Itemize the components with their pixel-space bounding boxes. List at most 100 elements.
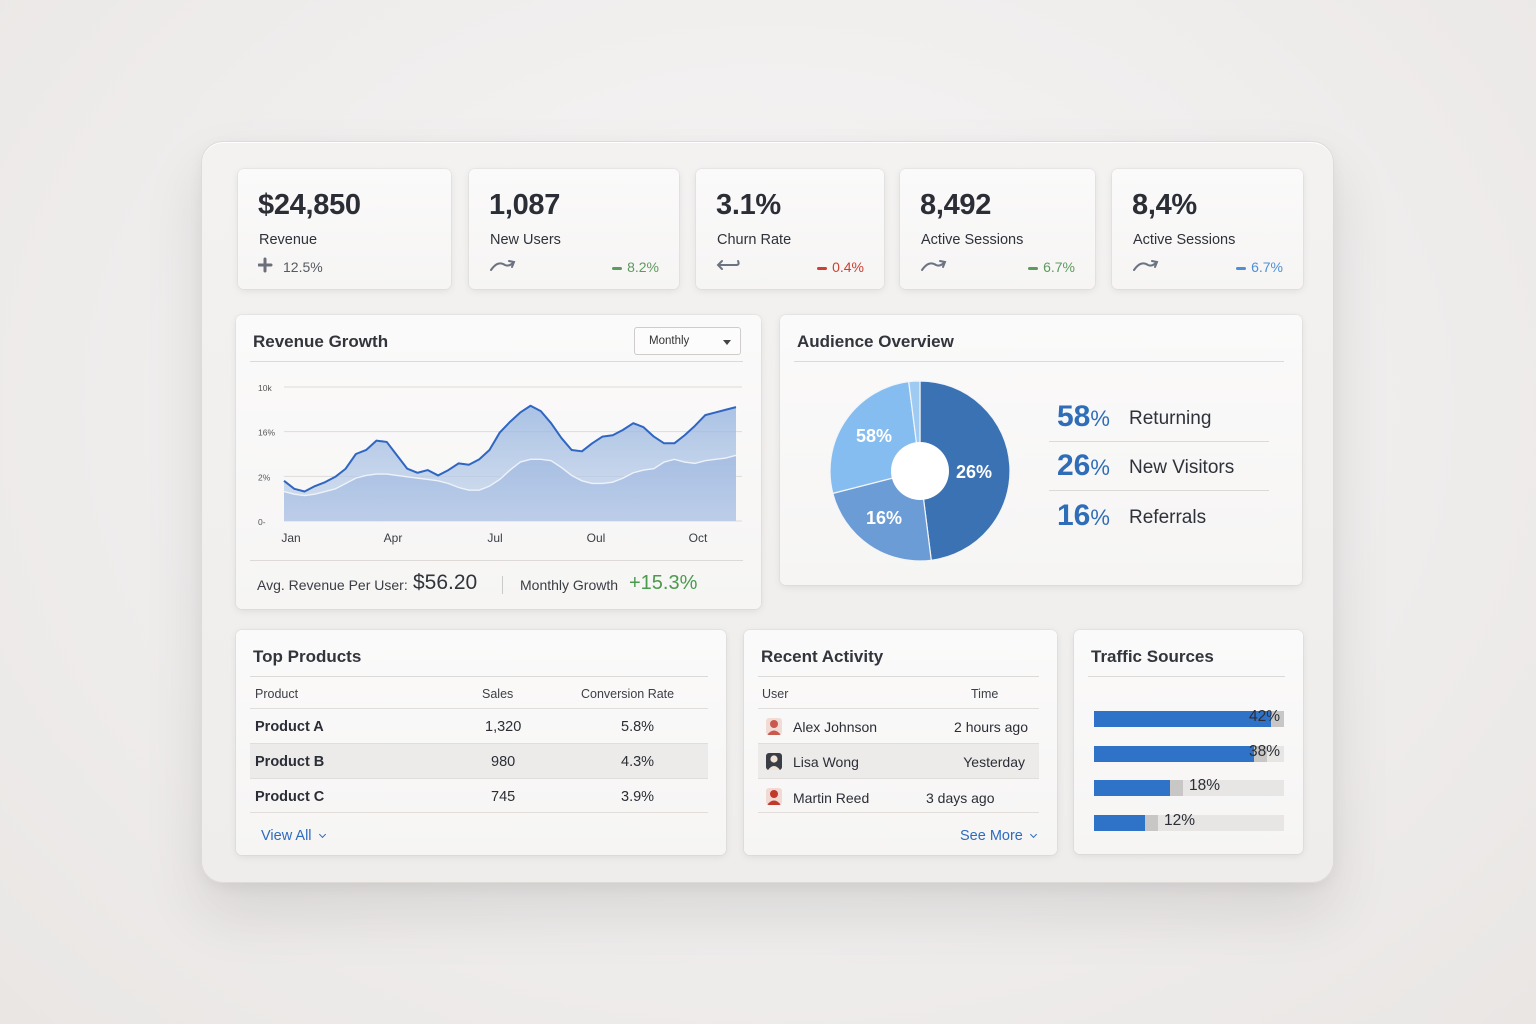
y-tick-label: 10k bbox=[258, 383, 272, 393]
traffic-bar-fill bbox=[1094, 711, 1271, 727]
kpi-card-churn-rate[interactable]: 3.1% Churn Rate 0.4% bbox=[696, 169, 884, 289]
product-name: Product A bbox=[255, 719, 324, 735]
column-header-product: Product bbox=[255, 687, 299, 701]
x-tick-label: Jan bbox=[281, 531, 300, 545]
table-row[interactable]: Product B 980 4.3% bbox=[250, 743, 708, 778]
baseline-line bbox=[283, 454, 737, 497]
delta-dash-icon bbox=[1028, 266, 1039, 270]
traffic-bar bbox=[1094, 746, 1284, 762]
delta-dash-icon bbox=[1236, 266, 1247, 270]
kpi-card-new-users[interactable]: 1,087 New Users 8.2% bbox=[469, 169, 679, 289]
kpi-label: New Users bbox=[490, 232, 561, 248]
baseline-area bbox=[284, 455, 736, 521]
legend-pct: 26% bbox=[1057, 449, 1110, 483]
legend-label: Returning bbox=[1129, 408, 1212, 429]
legend-pct-number: 58 bbox=[1057, 400, 1091, 433]
kpi-card-active-sessions-rate[interactable]: 8,4% Active Sessions 6.7% bbox=[1112, 169, 1303, 289]
monthly-growth-value: +15.3% bbox=[629, 572, 698, 594]
kpi-label: Active Sessions bbox=[1133, 232, 1236, 248]
legend-row-referrals: 16% Referrals bbox=[1049, 493, 1269, 541]
dashboard-frame: $24,850 Revenue 12.5% 1,087 New Users 8.… bbox=[201, 141, 1334, 883]
table-row[interactable]: Lisa Wong Yesterday bbox=[758, 743, 1039, 778]
divider bbox=[1088, 676, 1285, 677]
traffic-bar bbox=[1094, 780, 1284, 796]
traffic-bar-tail bbox=[1254, 746, 1267, 762]
activity-time: Yesterday bbox=[963, 754, 1025, 770]
revenue-chart: 10k 16% 2% 0- Jan Apr Jul Oul Oct bbox=[258, 383, 742, 545]
card-title: Traffic Sources bbox=[1091, 647, 1214, 666]
user-avatar-icon bbox=[767, 720, 781, 735]
kpi-card-revenue[interactable]: $24,850 Revenue 12.5% bbox=[238, 169, 451, 289]
traffic-bar bbox=[1094, 815, 1284, 831]
product-sales: 745 bbox=[491, 789, 516, 805]
pie-slice-label: 26% bbox=[956, 462, 992, 482]
column-header-time: Time bbox=[971, 687, 999, 701]
divider bbox=[1049, 441, 1269, 442]
kpi-delta: 6.7% bbox=[1236, 259, 1283, 275]
traffic-bar-tail bbox=[1271, 711, 1284, 727]
traffic-bar-label: 42% bbox=[1249, 708, 1281, 725]
y-tick-label: 2% bbox=[258, 472, 271, 482]
audience-pie-chart: 26% 16% 58% bbox=[829, 380, 1011, 562]
arpu-label: Avg. Revenue Per User: bbox=[257, 577, 408, 593]
divider bbox=[794, 361, 1284, 362]
divider bbox=[250, 361, 743, 362]
legend-row-returning: 58% Returning bbox=[1049, 394, 1269, 442]
column-header-conversion: Conversion Rate bbox=[581, 687, 675, 701]
trend-arrow-icon bbox=[490, 260, 516, 271]
period-dropdown[interactable]: Monthly bbox=[634, 327, 741, 355]
product-sales: 1,320 bbox=[485, 719, 522, 735]
kpi-label: Active Sessions bbox=[921, 232, 1024, 248]
traffic-bar-label: 12% bbox=[1164, 812, 1196, 829]
legend-pct-symbol: % bbox=[1090, 505, 1110, 530]
traffic-bar-label: 38% bbox=[1249, 743, 1281, 760]
avatar bbox=[766, 718, 782, 735]
delta-dash-icon bbox=[612, 266, 623, 270]
revenue-growth-card: Revenue Growth Monthly 10k 16% 2% 0- Jan Apr J… bbox=[236, 315, 761, 609]
user-name: Alex Johnson bbox=[793, 719, 878, 735]
chevron-down-icon bbox=[1029, 830, 1037, 839]
divider bbox=[758, 676, 1039, 677]
user-name: Lisa Wong bbox=[793, 754, 859, 770]
product-name: Product C bbox=[255, 789, 325, 805]
legend-row-new-visitors: 26% New Visitors bbox=[1049, 443, 1269, 491]
divider bbox=[1049, 490, 1269, 491]
legend-label: Referrals bbox=[1129, 507, 1207, 528]
table-row[interactable]: Martin Reed 3 days ago bbox=[758, 778, 1039, 813]
traffic-bar bbox=[1094, 711, 1284, 727]
traffic-sources-card: Traffic Sources 42% 38% 18% 12% bbox=[1074, 630, 1303, 854]
legend-pct: 58% bbox=[1057, 400, 1110, 434]
kpi-value: 1,087 bbox=[489, 189, 561, 221]
donut-hole bbox=[891, 442, 949, 500]
x-tick-label: Jul bbox=[487, 531, 502, 545]
card-title: Audience Overview bbox=[797, 332, 954, 351]
kpi-value: 8,492 bbox=[920, 189, 992, 221]
table-row[interactable]: Product A 1,320 5.8% bbox=[250, 708, 708, 743]
plus-icon bbox=[258, 257, 273, 273]
traffic-bar-label: 18% bbox=[1189, 777, 1221, 794]
kpi-value: 8,4% bbox=[1132, 189, 1197, 221]
swap-arrow-icon bbox=[716, 260, 740, 270]
recent-activity-card: Recent Activity User Time Alex Johnson 2… bbox=[744, 630, 1057, 855]
table-row[interactable]: Alex Johnson 2 hours ago bbox=[758, 708, 1039, 743]
table-row[interactable]: Product C 745 3.9% bbox=[250, 778, 708, 813]
divider bbox=[250, 676, 708, 677]
legend-pct-symbol: % bbox=[1090, 455, 1110, 480]
link-label: View All bbox=[261, 828, 312, 844]
activity-time: 2 hours ago bbox=[954, 719, 1028, 735]
y-tick-label: 16% bbox=[258, 428, 275, 438]
see-more-link[interactable]: See More bbox=[960, 828, 1037, 844]
avatar bbox=[766, 788, 782, 805]
card-title: Top Products bbox=[253, 647, 362, 666]
arpu-value: $56.20 bbox=[413, 571, 478, 594]
traffic-bar-tail bbox=[1145, 815, 1158, 831]
traffic-bar-fill bbox=[1094, 815, 1145, 831]
legend-pct-number: 26 bbox=[1057, 449, 1091, 482]
pie-slice-label: 16% bbox=[866, 508, 902, 528]
y-tick-label: 0- bbox=[258, 517, 266, 527]
view-all-link[interactable]: View All bbox=[261, 828, 326, 844]
card-title: Revenue Growth bbox=[253, 332, 389, 351]
chevron-down-icon bbox=[318, 830, 326, 839]
kpi-card-active-sessions[interactable]: 8,492 Active Sessions 6.7% bbox=[900, 169, 1095, 289]
legend-pct-symbol: % bbox=[1090, 406, 1110, 431]
